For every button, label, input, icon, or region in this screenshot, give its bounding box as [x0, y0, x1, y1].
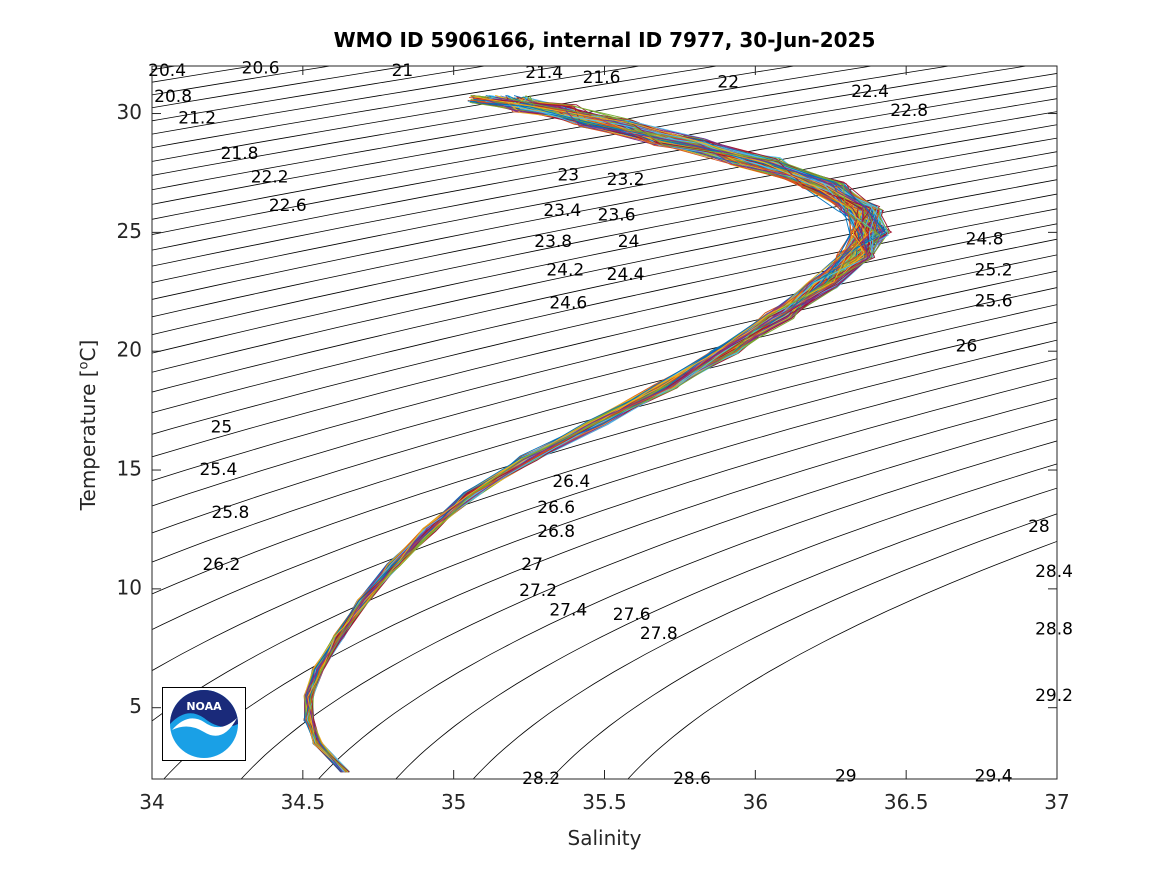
y-tick-label: 25 [117, 219, 142, 243]
isopycnal-line [163, 397, 1057, 779]
isopycnal-line [152, 66, 1029, 220]
isopycnal-line [317, 440, 1057, 779]
isopycnal-line [152, 165, 1057, 354]
isopycnal-line [472, 487, 1057, 779]
isopycnal-line [152, 304, 1057, 563]
isopycnal-line [0, 42, 17, 803]
x-tick-label: 36 [743, 790, 768, 814]
isopycnal-label: 23 [557, 165, 579, 185]
isopycnal-label: 20.8 [154, 87, 192, 107]
isopycnal-label: 22 [717, 73, 739, 93]
isopycnal-line [152, 358, 1057, 672]
isopycnal-label: 22.6 [269, 196, 307, 216]
x-tick-label: 37 [1044, 790, 1069, 814]
isopycnal-label: 21.6 [583, 68, 621, 88]
isopycnal-label: 21 [392, 61, 414, 81]
isopycnal-label: 27 [521, 555, 543, 575]
x-tick-label: 36.5 [884, 790, 929, 814]
isopycnal-line [152, 223, 1057, 435]
y-tick-label: 15 [117, 457, 142, 481]
isopycnal-line [627, 540, 1057, 779]
isopycnal-label: 26.8 [537, 522, 575, 542]
isopycnal-line [152, 66, 797, 176]
y-tick-label: 30 [117, 100, 142, 124]
isopycnal-label: 27.2 [519, 581, 557, 601]
isopycnal-label: 23.8 [534, 232, 572, 252]
isopycnal-line [549, 513, 1057, 779]
isopycnal-label: 28 [1028, 517, 1050, 537]
isopycnal-line [152, 66, 875, 191]
y-tick-label: 5 [129, 694, 142, 718]
isopycnal-label: 27.6 [613, 605, 651, 625]
isopycnal-line [152, 66, 952, 205]
svg-text:NOAA: NOAA [186, 700, 222, 713]
chart-title: WMO ID 5906166, internal ID 7977, 30-Jun… [333, 28, 876, 52]
isopycnal-line [152, 98, 1057, 267]
isopycnal-label: 22.2 [251, 168, 289, 188]
isopycnal-label: 24 [618, 232, 640, 252]
isopycnal-label: 21.8 [221, 144, 259, 164]
isopycnal-label: 23.4 [543, 201, 581, 221]
isopycnal-label: 24.2 [546, 260, 584, 280]
isopycnal-label: 23.2 [607, 170, 645, 190]
isopycnal-label: 25.2 [975, 260, 1013, 280]
isopycnal-label: 22.8 [890, 101, 928, 121]
profile-line [307, 98, 881, 773]
noaa-logo: NOAA [162, 687, 246, 761]
isopycnal-label: 26.4 [552, 472, 590, 492]
y-tick-label: 10 [117, 575, 142, 599]
isopycnal-line [152, 151, 1057, 336]
isopycnal-label: 27.8 [640, 624, 678, 644]
isopycnal-label: 26 [956, 336, 978, 356]
isopycnal-label: 28.8 [1035, 619, 1073, 639]
isopycnal-label: 25.6 [975, 291, 1013, 311]
isopycnal-label: 29.2 [1035, 686, 1073, 706]
isopycnal-label: 27.4 [549, 600, 587, 620]
x-tick-label: 34 [139, 790, 164, 814]
isopycnal-line [395, 463, 1057, 779]
x-tick-label: 34.5 [281, 790, 326, 814]
isopycnal-line [152, 137, 1057, 318]
isopycnal-line [152, 73, 1057, 235]
isopycnal-label: 24.6 [549, 294, 587, 314]
isopycnal-label: 26.6 [537, 498, 575, 518]
isopycnal-line [152, 238, 1057, 458]
isopycnal-label: 25 [211, 417, 233, 437]
isopycnal-label: 24.8 [966, 230, 1004, 250]
isopycnal-line [152, 377, 1057, 722]
profile-line [305, 101, 870, 773]
isopycnal-label: 26.2 [202, 555, 240, 575]
isopycnal-label: 25.8 [211, 503, 249, 523]
x-tick-label: 35.5 [582, 790, 627, 814]
isopycnal-label: 23.6 [598, 206, 636, 226]
isopycnal-line [152, 339, 1057, 631]
profile-line [304, 96, 869, 773]
isopycnal-label: 22.4 [851, 82, 889, 102]
isopycnal-line [152, 111, 1057, 283]
isopycnal-line [152, 287, 1057, 534]
isopycnal-label: 21.4 [525, 63, 563, 83]
y-tick-label: 20 [117, 338, 142, 362]
profile-line [305, 102, 887, 773]
isopycnal-line [152, 85, 1057, 251]
isopycnal-line [152, 321, 1057, 595]
isopycnal-line [152, 124, 1057, 300]
profile-line [304, 98, 865, 773]
isopycnal-line [152, 270, 1057, 507]
isopycnal-line [152, 254, 1057, 482]
y-axis-label: Temperature [oC] [76, 339, 100, 511]
x-axis-label: Salinity [567, 826, 642, 850]
isopycnal-label: 21.2 [178, 108, 216, 128]
isopycnal-label: 20.4 [148, 61, 186, 81]
isopycnal-label: 29.4 [975, 767, 1013, 787]
isopycnal-label: 29 [835, 767, 857, 787]
x-tick-label: 35 [441, 790, 466, 814]
isopycnal-label: 25.4 [199, 460, 237, 480]
isopycnal-label: 28.4 [1035, 562, 1073, 582]
isopycnal-label: 24.4 [607, 265, 645, 285]
isopycnal-line [240, 418, 1057, 779]
isopycnal-label: 20.6 [242, 58, 280, 78]
